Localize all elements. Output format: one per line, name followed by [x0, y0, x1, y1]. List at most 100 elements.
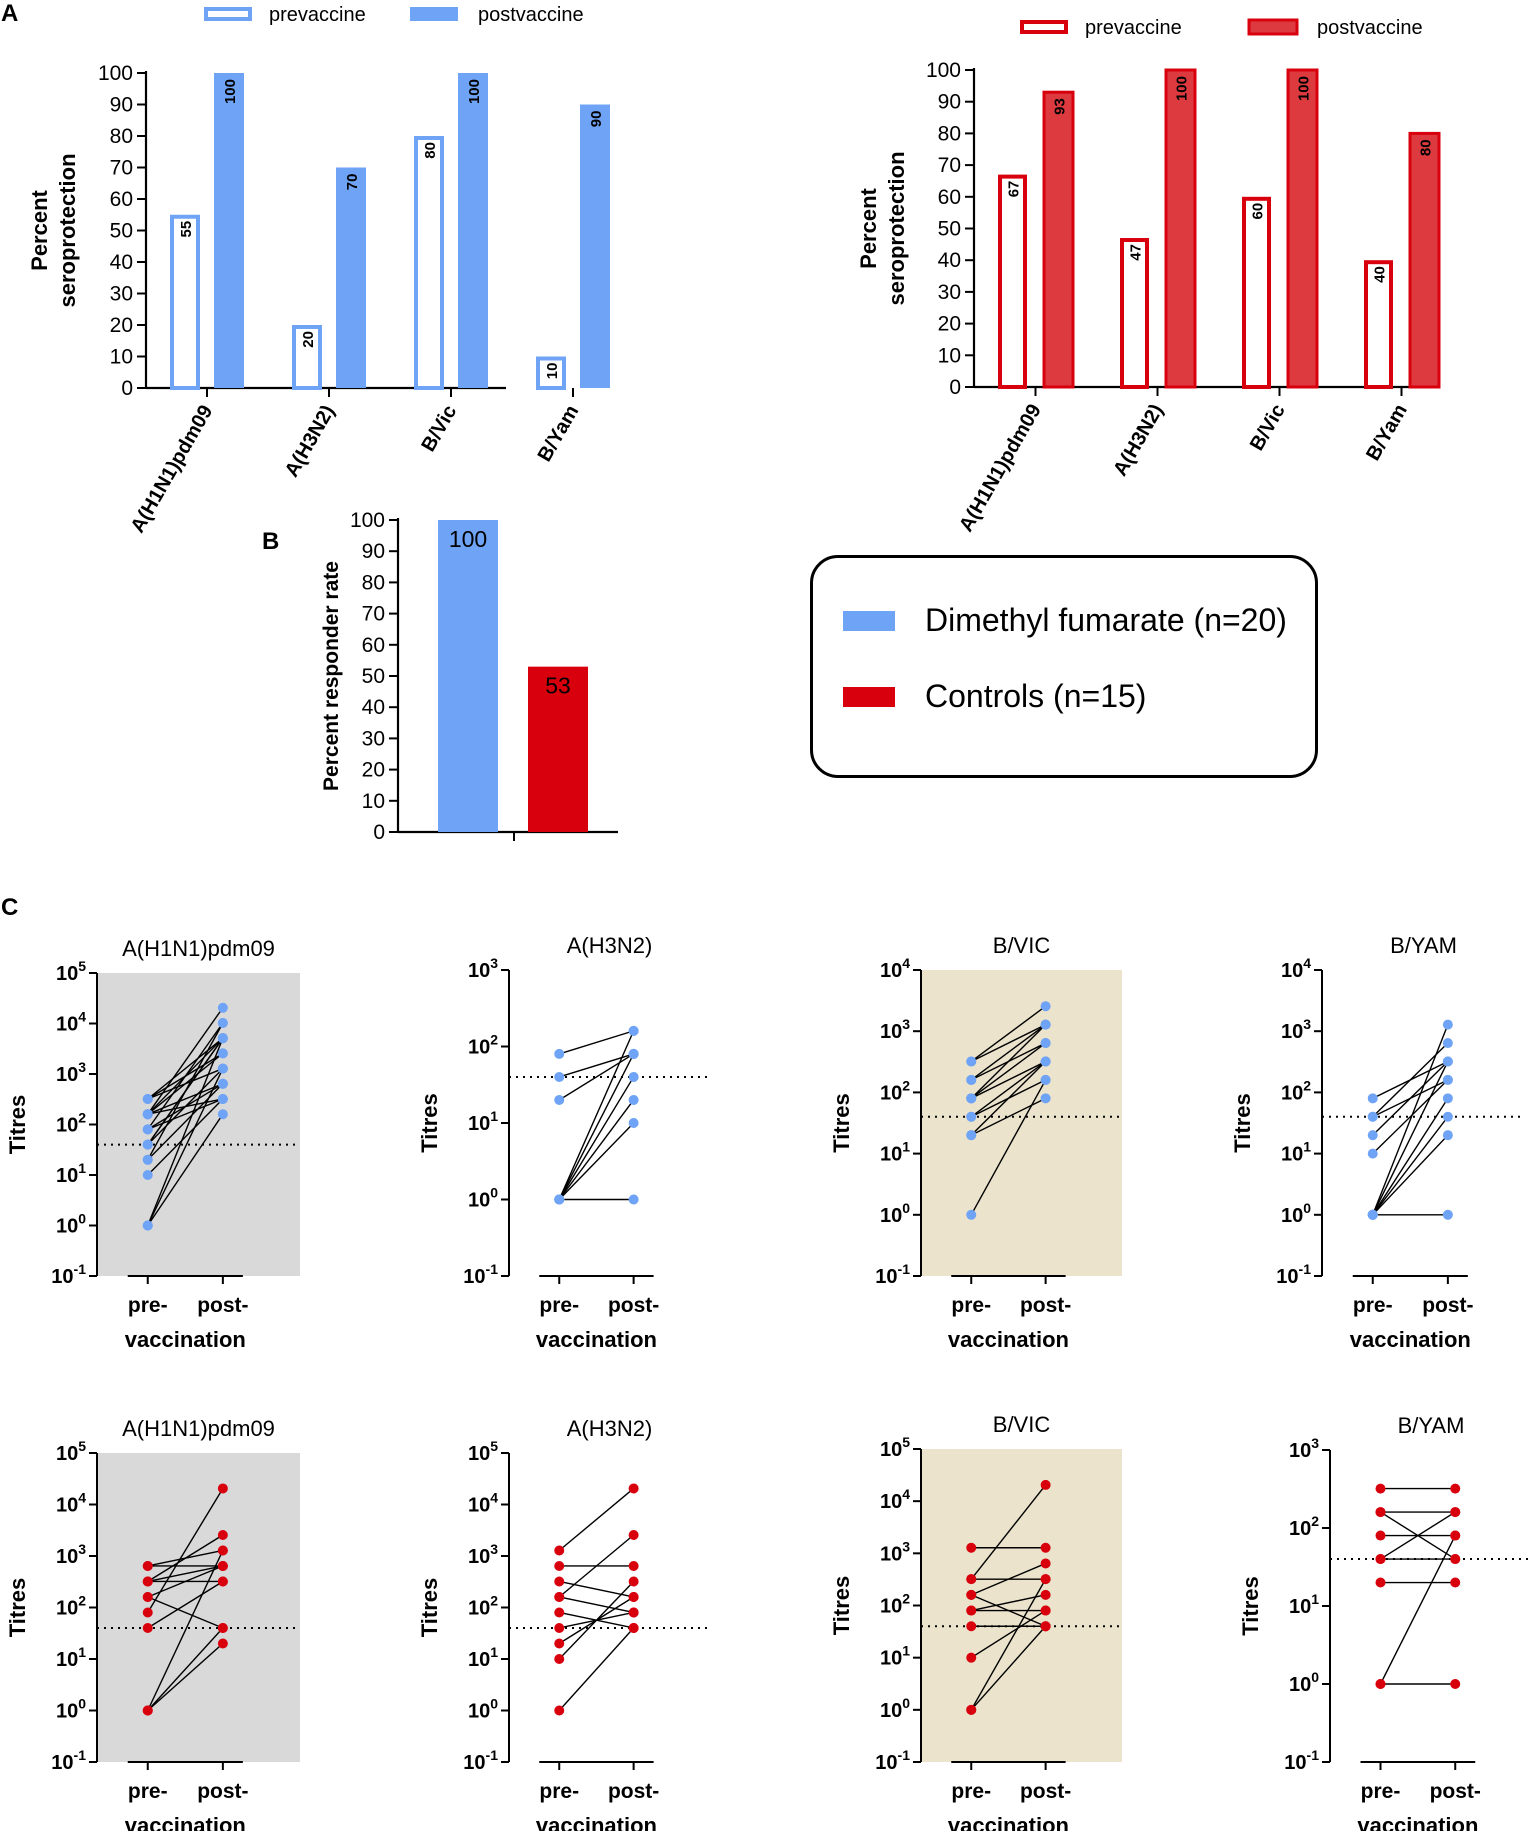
- subject-line: [558, 1053, 635, 1200]
- plot-title: B/YAM: [1390, 933, 1457, 958]
- post-point: [217, 1078, 228, 1089]
- bar-postvaccine: [1164, 68, 1197, 389]
- y-tick-label: 10-1: [1284, 1747, 1319, 1774]
- y-tick-label: 70: [110, 157, 133, 180]
- subject-line: [147, 1067, 224, 1100]
- x-tick-label: pre-: [128, 1780, 168, 1803]
- y-tick-label: 101: [468, 1644, 498, 1671]
- y-axis-label: Percent: [856, 187, 881, 268]
- subject-line: [558, 1076, 635, 1200]
- x-tick-label: B/Vic: [1246, 401, 1290, 455]
- x-tick-label: pre-: [1361, 1780, 1401, 1803]
- pre-point: [1375, 1483, 1386, 1494]
- post-point: [628, 1071, 639, 1082]
- pre-point: [966, 1056, 977, 1067]
- pre-point: [142, 1560, 153, 1571]
- plot-title: A(H1N1)pdm09: [122, 936, 275, 961]
- bar-value-label: 53: [545, 673, 571, 699]
- y-tick-label: 90: [110, 94, 133, 117]
- subject-line: [147, 1642, 224, 1712]
- x-tick-label: B/Yam: [1362, 401, 1412, 465]
- pre-point: [142, 1154, 153, 1165]
- subject-line: [1372, 1024, 1449, 1216]
- pre-point: [142, 1124, 153, 1135]
- subject-line: [558, 1099, 635, 1200]
- panel-label-a: A: [1, 0, 19, 27]
- y-tick-label: 103: [468, 955, 498, 982]
- y-tick-label: 101: [56, 1160, 86, 1187]
- y-tick-label: 10-1: [51, 1747, 86, 1774]
- pre-point: [966, 1704, 977, 1715]
- subject-line: [147, 1007, 224, 1115]
- y-axis-label: Titres: [829, 1576, 854, 1636]
- y-tick-label: 60: [362, 634, 385, 657]
- post-point: [1442, 1093, 1453, 1104]
- y-tick-label: 40: [362, 696, 385, 719]
- x-axis-label: vaccination: [536, 1327, 657, 1352]
- pre-point: [142, 1170, 153, 1180]
- bar-postvaccine: [1042, 90, 1075, 389]
- y-tick-label: 100: [468, 1696, 498, 1723]
- post-point: [1442, 1111, 1453, 1122]
- y-tick-label: 105: [56, 1438, 86, 1465]
- post-point: [1450, 1577, 1461, 1588]
- post-point: [1040, 1056, 1051, 1067]
- post-point: [217, 1638, 228, 1649]
- y-tick-label: 104: [56, 1490, 86, 1517]
- y-tick-label: 103: [880, 1016, 910, 1043]
- post-point: [217, 1017, 228, 1028]
- subject-line: [559, 1596, 634, 1614]
- y-tick-label: 10-1: [463, 1261, 498, 1288]
- subject-line: [147, 1565, 224, 1583]
- subject-line: [147, 1627, 224, 1711]
- subject-line: [970, 1578, 1047, 1711]
- post-point: [1442, 1038, 1453, 1049]
- legend-item-dmf: Dimethyl fumarate (n=20): [843, 602, 1287, 639]
- plot-title: A(H3N2): [567, 1416, 653, 1441]
- post-point: [1040, 1093, 1051, 1104]
- x-tick-label: A(H3N2): [281, 402, 340, 481]
- pre-point: [966, 1621, 977, 1632]
- post-point: [217, 1002, 228, 1013]
- x-axis-label: vaccination: [948, 1327, 1069, 1352]
- y-tick-label: 104: [1281, 955, 1311, 982]
- y-tick-label: 70: [362, 603, 385, 626]
- y-tick-label: 30: [362, 727, 385, 750]
- subject-line: [970, 1005, 1047, 1063]
- post-point: [1442, 1019, 1453, 1030]
- pre-point: [1375, 1530, 1386, 1541]
- post-point: [1442, 1130, 1453, 1141]
- y-tick-label: 100: [926, 59, 961, 82]
- plot-background: [97, 1453, 300, 1762]
- pre-point: [554, 1048, 565, 1059]
- pre-point: [966, 1111, 977, 1122]
- x-tick-label: post-: [1422, 1294, 1473, 1317]
- subject-line: [970, 1625, 1047, 1711]
- post-point: [628, 1048, 639, 1059]
- y-tick-label: 101: [1289, 1591, 1319, 1618]
- subject-line: [558, 1053, 634, 1101]
- post-point: [217, 1109, 228, 1120]
- x-tick-label: pre-: [539, 1780, 579, 1803]
- y-tick-label: 10-1: [875, 1747, 910, 1774]
- y-tick-label: 0: [373, 821, 385, 844]
- subject-line: [147, 1022, 224, 1161]
- pre-point: [554, 1607, 565, 1618]
- post-point: [1450, 1530, 1461, 1541]
- bar-prevaccine: [170, 214, 200, 390]
- plot-title: A(H3N2): [567, 933, 653, 958]
- post-point: [217, 1576, 228, 1587]
- pre-point: [966, 1574, 977, 1585]
- y-tick-label: 10: [362, 790, 385, 813]
- x-tick-label: A(H3N2): [1109, 401, 1168, 480]
- plot-background: [921, 1449, 1122, 1762]
- subject-line: [147, 1083, 224, 1115]
- y-tick-label: 100: [56, 1696, 86, 1723]
- x-tick-label: post-: [1020, 1780, 1071, 1803]
- subject-line: [147, 1113, 224, 1226]
- post-point: [628, 1591, 639, 1602]
- chart-A-ctrl: 0 10 20 30 40 50 60 70 80 90 100 Percent seroprotect…: [856, 17, 1441, 536]
- legend-swatch-postvaccine: [1247, 18, 1299, 36]
- post-point: [1450, 1507, 1461, 1518]
- legend-swatch-dmf: [843, 610, 895, 631]
